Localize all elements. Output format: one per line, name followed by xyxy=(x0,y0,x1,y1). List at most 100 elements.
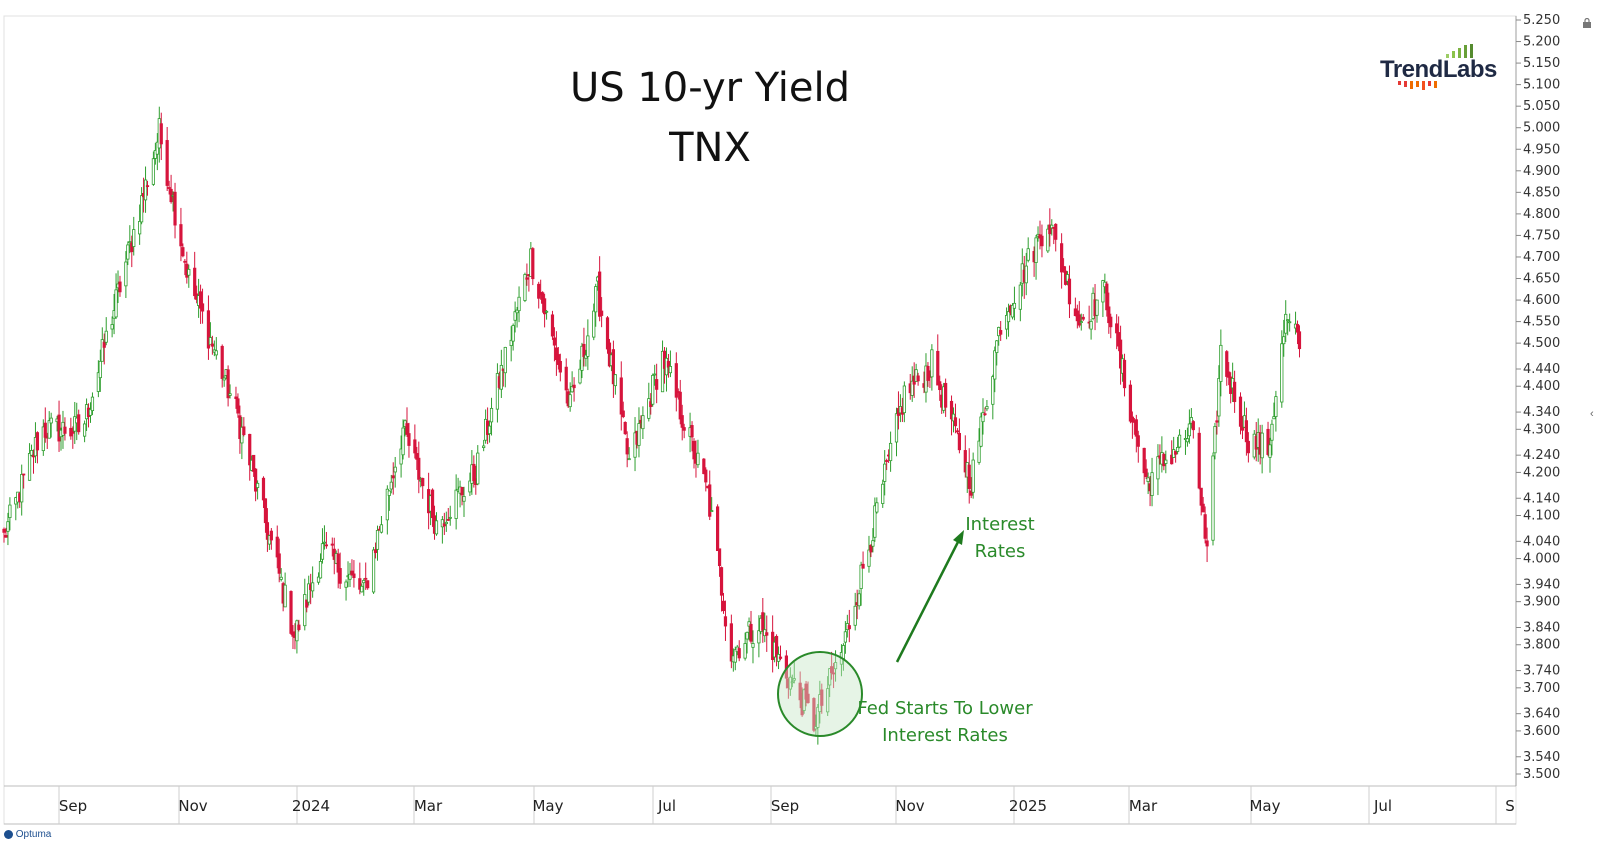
candle-body xyxy=(362,580,366,584)
candle-body xyxy=(995,340,999,353)
candle-body xyxy=(476,452,480,485)
candle-body xyxy=(902,385,906,414)
candle-body xyxy=(407,433,411,446)
candle-body xyxy=(660,350,665,393)
candle-body xyxy=(1170,454,1174,465)
candle-body xyxy=(1270,423,1274,441)
candle-body xyxy=(417,457,421,480)
y-tick-label: 4.950 xyxy=(1523,142,1560,157)
fed-annotation-line1: Fed Starts To Lower xyxy=(857,698,1033,719)
candle-body xyxy=(655,379,659,390)
candle-body xyxy=(543,298,547,315)
candle-body xyxy=(690,425,694,438)
candle-body xyxy=(210,343,214,347)
candle-body xyxy=(29,450,34,456)
candle-body xyxy=(421,477,425,487)
candle-body xyxy=(151,158,156,185)
y-tick-label: 4.140 xyxy=(1523,491,1560,506)
candle-body xyxy=(1217,378,1221,417)
candle-body xyxy=(130,242,134,253)
y-tick-label: 4.600 xyxy=(1523,293,1560,308)
candle-body xyxy=(1225,351,1229,377)
candle-body xyxy=(1164,459,1168,464)
candle-body xyxy=(132,229,136,247)
y-tick-label: 3.900 xyxy=(1523,595,1560,610)
candle-body xyxy=(938,381,942,391)
y-axis: 5.250 5.200 5.150 5.100 5.050 5.000 4.950 4.900… xyxy=(1516,13,1560,782)
candle-body xyxy=(167,187,171,189)
y-tick-label: 4.040 xyxy=(1523,534,1560,549)
candle-body xyxy=(1272,416,1276,420)
x-tick-label: Mar xyxy=(414,797,443,815)
lock-icon[interactable] xyxy=(1582,18,1592,28)
x-tick-label: S xyxy=(1505,797,1515,815)
candle-body xyxy=(344,581,348,588)
candle-body xyxy=(468,480,472,493)
candle-body xyxy=(853,605,857,626)
candle-body xyxy=(619,377,623,415)
x-tick-label: Nov xyxy=(895,797,924,815)
candle-body xyxy=(627,458,631,461)
candle-body xyxy=(303,594,307,627)
y-tick-label: 4.850 xyxy=(1523,185,1560,200)
candle-body xyxy=(1282,336,1286,345)
candle-body xyxy=(715,506,720,552)
candle-body xyxy=(729,623,733,662)
candle-body xyxy=(49,417,53,424)
y-tick-label: 5.000 xyxy=(1523,121,1560,136)
logo-text: TrendLabs xyxy=(1380,56,1497,83)
y-tick-label: 4.240 xyxy=(1523,448,1560,463)
candle-body xyxy=(360,585,364,593)
candle-body xyxy=(385,488,389,521)
candle-body xyxy=(275,536,279,558)
candle-body xyxy=(126,244,130,260)
candle-body xyxy=(305,599,309,608)
candle-body xyxy=(20,474,24,503)
candle-body xyxy=(322,541,327,544)
y-tick-label: 4.440 xyxy=(1523,362,1560,377)
candle-body xyxy=(228,393,232,396)
candle-body xyxy=(143,179,148,201)
candle-body xyxy=(71,430,75,434)
candle-body xyxy=(552,337,557,346)
candle-body xyxy=(208,337,213,346)
candle-body xyxy=(737,648,741,659)
candle-body xyxy=(523,274,527,301)
candle-body xyxy=(1128,384,1133,422)
candle-body xyxy=(955,430,960,433)
chevron-left-icon[interactable]: ‹ xyxy=(1590,408,1594,420)
y-tick-label: 3.940 xyxy=(1523,577,1560,592)
chart-title: US 10-yr Yield xyxy=(569,65,851,111)
candle-body xyxy=(600,310,604,316)
candle-body xyxy=(828,668,832,686)
x-tick-label: 2025 xyxy=(1009,797,1047,815)
candle-body xyxy=(316,576,321,583)
candle-body xyxy=(454,489,458,519)
candle-body xyxy=(967,464,971,489)
x-tick-label: Nov xyxy=(178,797,207,815)
candle-body xyxy=(1244,420,1249,443)
candle-body xyxy=(1215,420,1219,423)
candle-body xyxy=(790,681,794,684)
candle-body xyxy=(206,310,211,349)
candle-body xyxy=(993,350,997,380)
candle-body xyxy=(692,440,696,460)
candle-body xyxy=(798,682,802,701)
candle-body xyxy=(963,450,967,473)
candle-body xyxy=(749,623,753,642)
rates-up-arrowhead xyxy=(953,530,964,545)
candle-body xyxy=(338,568,342,584)
candle-body xyxy=(181,247,185,257)
candle-body xyxy=(869,544,873,553)
candle-body xyxy=(179,224,183,247)
candle-body xyxy=(248,433,252,466)
x-tick-label: Jul xyxy=(657,797,676,815)
candle-body xyxy=(1079,321,1083,324)
candle-body xyxy=(1054,223,1058,240)
x-tick-label: Sep xyxy=(59,797,87,815)
candle-body xyxy=(391,475,395,479)
candle-body xyxy=(647,398,651,419)
candle-body xyxy=(582,343,586,357)
candle-body xyxy=(472,463,476,482)
